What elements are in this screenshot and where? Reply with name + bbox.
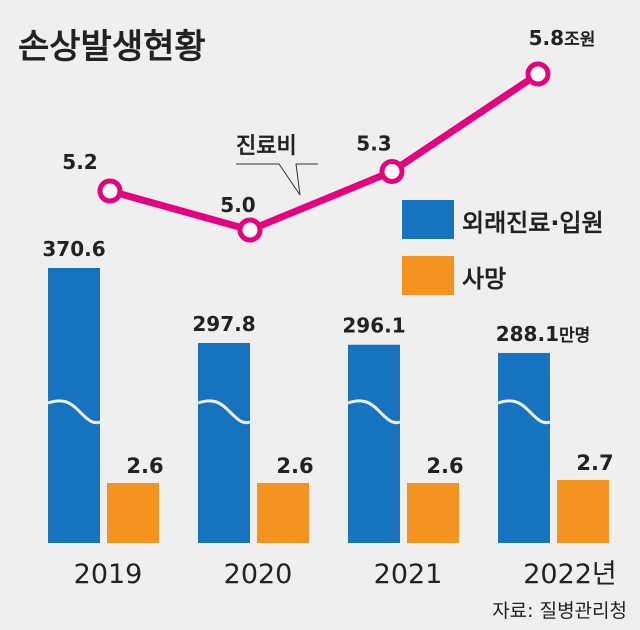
bar-outpatient-value-label: 370.6: [42, 237, 105, 261]
bar-death-value-label: 2.6: [426, 454, 463, 478]
legend-swatch-death: [402, 256, 454, 295]
line-point: [379, 159, 405, 184]
x-tick-label: 2022년: [523, 559, 617, 590]
line-value-label: 5.8조원: [529, 26, 596, 50]
legend: 외래진료·입원 사망: [402, 200, 604, 295]
line-point: [237, 217, 263, 243]
x-tick-label: 2021: [374, 559, 443, 590]
bar-outpatient-value-label: 288.1만명: [496, 322, 591, 346]
axis-break-icon: [47, 399, 101, 425]
line-annotation-label: 진료비: [236, 134, 297, 159]
unit-label: 만명: [559, 326, 590, 346]
bar-death: [257, 483, 309, 543]
bar-outpatient-value-label: 297.8: [192, 312, 255, 336]
legend-swatch-outpatient: [402, 200, 454, 239]
line-point: [525, 61, 551, 87]
bar-death: [557, 480, 609, 543]
bar-outpatient: [498, 352, 550, 543]
line-value-label: 5.0: [220, 193, 255, 217]
bar-death: [407, 483, 459, 543]
bar-death-value-label: 2.6: [276, 454, 313, 478]
unit-label: 조원: [564, 30, 595, 50]
bar-outpatient: [198, 342, 250, 543]
legend-label-death: 사망: [462, 265, 506, 293]
chart-title: 손상발생현황: [18, 27, 206, 67]
line-point: [97, 178, 123, 204]
axis-break-icon: [497, 399, 551, 425]
x-tick-label: 2020: [224, 559, 293, 590]
bar-outpatient-value-label: 296.1: [342, 314, 405, 338]
bar-death: [107, 483, 159, 543]
line-value-label: 5.3: [356, 132, 391, 156]
bar-outpatient: [348, 344, 400, 543]
x-tick-label: 2019: [74, 559, 143, 590]
source-note: 자료: 질병관리청: [492, 600, 627, 622]
line-annotation: 진료비: [236, 134, 318, 196]
axis-break-icon: [197, 399, 251, 425]
line-cost-series: [109, 71, 540, 234]
bar-death-value-label: 2.7: [576, 451, 613, 475]
bar-death-value-label: 2.6: [126, 454, 163, 478]
line-value-label: 5.2: [62, 150, 97, 174]
legend-label-outpatient: 외래진료·입원: [462, 209, 604, 237]
axis-break-icon: [347, 399, 401, 425]
